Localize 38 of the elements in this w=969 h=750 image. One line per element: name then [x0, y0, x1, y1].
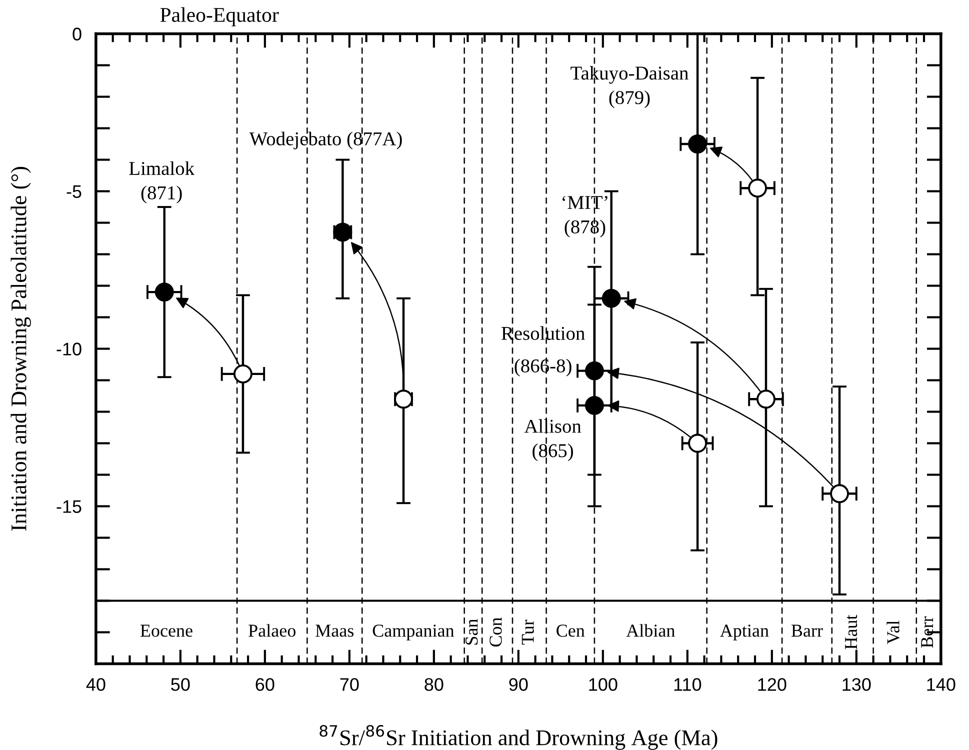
annotation: Barr: [791, 624, 823, 637]
x-tick-label: 110: [674, 678, 702, 691]
y-tick-label: -5: [66, 185, 82, 198]
x-tick-label: 140: [927, 678, 956, 691]
x-tick-label: 70: [340, 678, 359, 691]
annotation: Cen: [556, 624, 585, 637]
x-axis-title: $^{87}$Sr/$^{86}$Sr Initiation and Drowning Age (Ma): [320, 725, 718, 750]
annotation: Eocene: [140, 624, 192, 637]
annotation: Limalok (871): [129, 161, 195, 204]
annotation: Haut: [845, 614, 858, 650]
annotation: Val: [886, 620, 900, 644]
x-tick-label: 130: [842, 678, 871, 691]
annotation: ‘MIT’ (878): [562, 196, 608, 238]
annotation: Maas: [316, 624, 354, 637]
x-tick-label: 50: [171, 678, 190, 691]
annotation: San: [466, 618, 478, 645]
annotation: Albian: [626, 624, 675, 637]
annotation: Tur: [522, 620, 534, 645]
annotation: Berr: [921, 616, 934, 648]
y-axis-title: Initiation and Drowning Paleolatitude (°): [10, 166, 31, 531]
annotation: Con: [490, 617, 502, 647]
annotation: Wodejebato (877A): [249, 132, 402, 150]
x-tick-label: 80: [424, 678, 444, 691]
y-tick-label: -10: [56, 342, 82, 356]
x-tick-label: 120: [758, 678, 786, 691]
annotation: Resolution (866-8): [502, 326, 585, 376]
annotation: Aptian: [720, 624, 769, 640]
annotation: Takuyo-Daisan (879): [570, 66, 688, 108]
chart-title: Paleo-Equator: [160, 7, 279, 26]
x-tick-label: 60: [256, 678, 274, 691]
annotation: Palaeo: [248, 624, 296, 637]
annotation: Campanian: [372, 624, 454, 640]
y-tick-label: -15: [56, 500, 82, 513]
y-tick-label: 0: [72, 28, 82, 40]
x-tick-label: 40: [86, 678, 106, 691]
x-tick-label: 100: [589, 678, 618, 691]
x-tick-label: 90: [509, 678, 528, 691]
annotation: Allison (865): [524, 419, 582, 462]
